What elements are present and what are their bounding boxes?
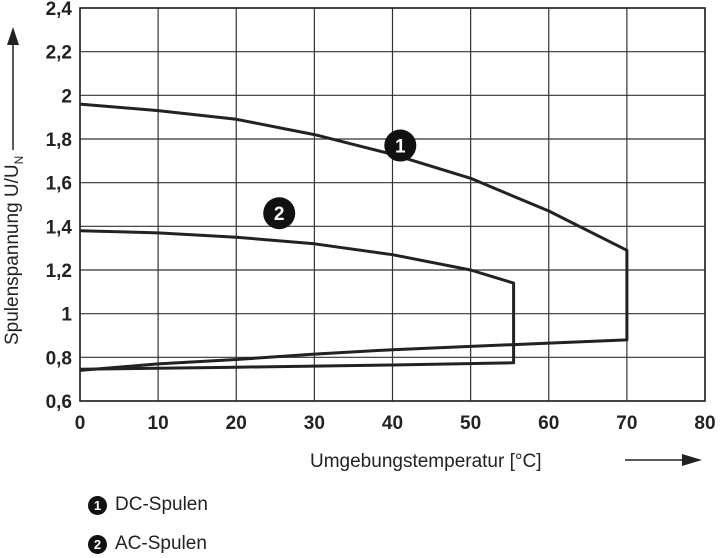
legend-label-1: DC-Spulen (115, 494, 208, 515)
curve-marker-label: 1 (395, 137, 406, 158)
x-tick-label: 10 (148, 413, 169, 434)
curve-marker-circle (384, 129, 417, 162)
y-axis-label-subscript: N (12, 156, 26, 165)
y-tick-label: 1 (61, 305, 72, 326)
y-axis-arrow-head (7, 27, 19, 45)
y-tick-label: 1,2 (46, 261, 72, 282)
curves (79, 102, 629, 372)
curve-marker-circle (263, 197, 296, 230)
y-tick-label: 0,8 (46, 348, 72, 369)
y-tick-label: 2 (61, 86, 72, 107)
x-axis-arrow-head (682, 454, 702, 466)
y-axis-title: Spulenspannung U/UN (2, 27, 26, 345)
x-tick-label: 20 (226, 413, 247, 434)
x-tick-label: 80 (694, 413, 715, 434)
chart: 0 10 20 30 40 50 60 70 80 0,6 0,8 1 1,2 1,4 1,6 1,8 2 2,… (2, 0, 716, 472)
curve-marker-1: 1 (384, 129, 417, 162)
legend-label-2: AC-Spulen (115, 533, 207, 554)
y-tick-label: 0,6 (46, 392, 72, 413)
gridlines (79, 7, 706, 402)
x-tick-label: 40 (382, 413, 403, 434)
x-tick-label: 30 (304, 413, 325, 434)
y-tick-label: 1,8 (46, 130, 72, 151)
legend-marker-2: 2 (88, 534, 107, 554)
x-tick-label: 0 (75, 413, 86, 434)
y-tick-label: 1,4 (46, 217, 73, 238)
svg-text:Spulenspannung U/UN: Spulenspannung U/UN (2, 156, 26, 345)
y-tick-labels: 0,6 0,8 1 1,2 1,4 1,6 1,8 2 2,2 2,4 (46, 0, 73, 413)
x-tick-labels: 0 10 20 30 40 50 60 70 80 (75, 413, 716, 434)
y-tick-label: 1,6 (46, 174, 72, 195)
legend-item-1: 1 DC-Spulen (88, 494, 208, 516)
x-axis-label: Umgebungstemperatur [°C] (310, 451, 541, 472)
legend-marker-1: 1 (88, 495, 107, 515)
curve-series-1 (79, 102, 629, 372)
curve-marker-2: 2 (263, 197, 296, 230)
curve-marker-label: 2 (274, 204, 285, 225)
x-tick-label: 70 (616, 413, 637, 434)
y-tick-label: 2,4 (46, 0, 73, 20)
legend-item-2: 2 AC-Spulen (88, 533, 207, 555)
y-tick-label: 2,2 (46, 43, 72, 64)
x-tick-label: 60 (538, 413, 559, 434)
plot-frame (79, 7, 706, 402)
x-tick-label: 50 (460, 413, 481, 434)
curve-markers: 12 (263, 129, 417, 230)
y-axis-label: Spulenspannung U/U (2, 164, 23, 345)
curve-series-2 (79, 229, 516, 371)
